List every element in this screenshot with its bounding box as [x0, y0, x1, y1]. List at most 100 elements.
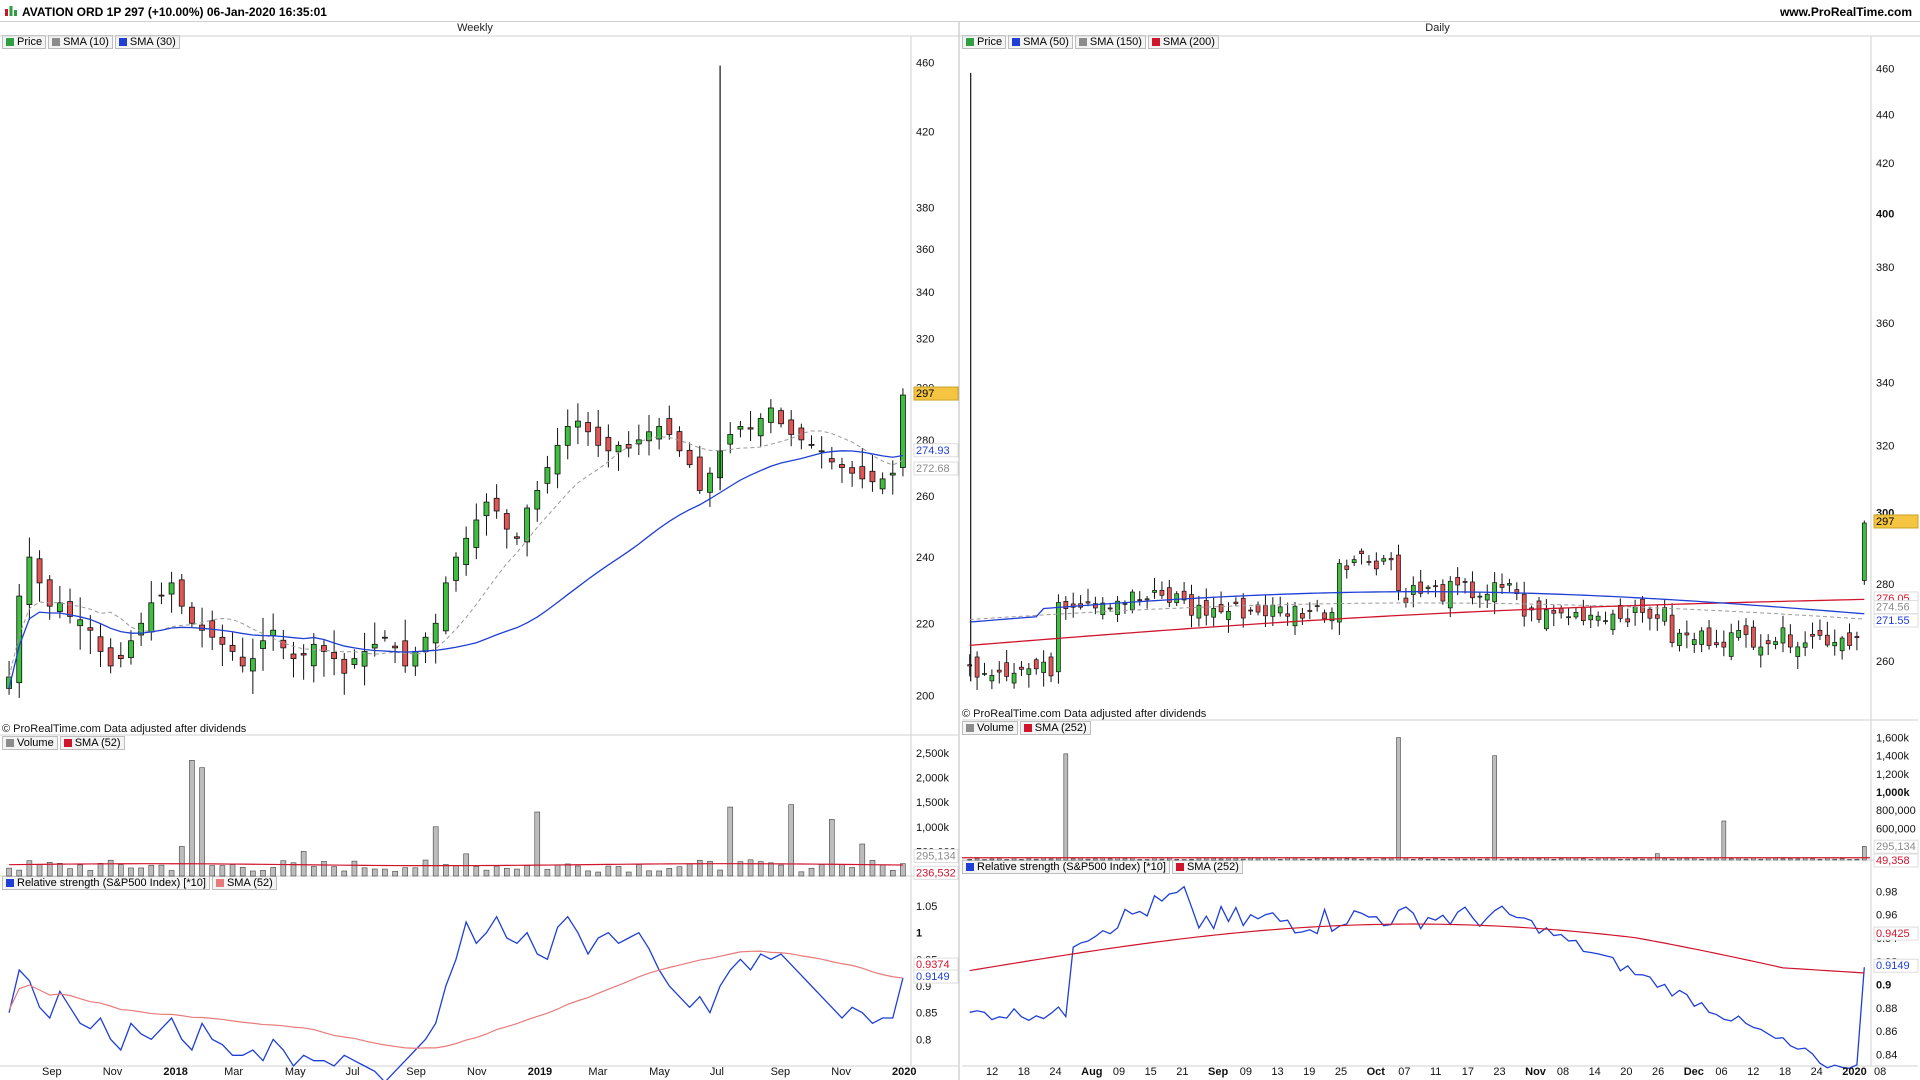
daily-candle[interactable]	[1248, 609, 1253, 612]
daily-price-legend[interactable]: Price SMA (50) SMA (150) SMA (200)	[962, 35, 1219, 49]
daily-candle[interactable]	[1056, 602, 1061, 673]
daily-candle[interactable]	[1122, 603, 1128, 605]
weekly-candle[interactable]	[219, 636, 226, 645]
weekly-candle[interactable]	[493, 497, 500, 512]
daily-candle[interactable]	[1233, 601, 1239, 604]
weekly-candle[interactable]	[178, 579, 185, 607]
daily-candle[interactable]	[1277, 606, 1283, 614]
weekly-candle[interactable]	[310, 643, 317, 667]
weekly-candle[interactable]	[361, 651, 368, 667]
weekly-candle[interactable]	[331, 651, 338, 660]
daily-candle[interactable]	[1536, 600, 1542, 620]
daily-candle[interactable]	[1558, 608, 1564, 614]
daily-candle[interactable]	[1462, 581, 1468, 583]
daily-candle[interactable]	[1706, 627, 1712, 646]
weekly-candle[interactable]	[290, 653, 297, 660]
daily-candle[interactable]	[1085, 601, 1091, 604]
weekly-price-legend-item[interactable]: Price	[2, 35, 47, 49]
daily-candle[interactable]	[1130, 591, 1135, 610]
daily-candle[interactable]	[1159, 590, 1165, 596]
weekly-candle[interactable]	[828, 458, 835, 463]
daily-candle[interactable]	[1048, 656, 1054, 677]
weekly-candle[interactable]	[381, 636, 388, 639]
daily-candle[interactable]	[1373, 560, 1379, 570]
daily-candle[interactable]	[1344, 565, 1350, 570]
daily-candle[interactable]	[1425, 586, 1431, 589]
daily-candle[interactable]	[1041, 661, 1046, 673]
daily-candle[interactable]	[1011, 672, 1017, 684]
weekly-candle[interactable]	[321, 645, 327, 652]
daily-candle[interactable]	[1152, 590, 1157, 593]
weekly-candle[interactable]	[757, 418, 764, 437]
daily-volume-legend-item[interactable]: SMA (252)	[1019, 721, 1091, 735]
daily-candle[interactable]	[1307, 610, 1313, 612]
weekly-candle[interactable]	[635, 439, 642, 445]
weekly-candle[interactable]	[168, 582, 175, 595]
weekly-candle[interactable]	[900, 394, 906, 468]
weekly-candle[interactable]	[798, 427, 805, 441]
weekly-candle[interactable]	[138, 622, 145, 636]
daily-candle[interactable]	[1019, 666, 1024, 670]
daily-candle[interactable]	[1300, 613, 1305, 619]
daily-candle[interactable]	[1669, 614, 1675, 643]
weekly-candle[interactable]	[747, 427, 754, 430]
weekly-candle[interactable]	[341, 658, 348, 674]
daily-candle[interactable]	[1632, 606, 1638, 613]
daily-candle[interactable]	[1292, 605, 1298, 627]
daily-candle[interactable]	[1189, 594, 1194, 616]
daily-candle[interactable]	[1137, 599, 1143, 602]
weekly-candle[interactable]	[280, 639, 287, 649]
weekly-candle[interactable]	[889, 472, 896, 476]
daily-rs-legend-item[interactable]: SMA (252)	[1171, 860, 1243, 874]
daily-candle[interactable]	[1743, 625, 1749, 635]
daily-candle[interactable]	[1100, 602, 1106, 616]
daily-candle[interactable]	[1285, 613, 1290, 617]
weekly-candle[interactable]	[463, 537, 470, 565]
daily-candle[interactable]	[1240, 597, 1246, 619]
daily-candle[interactable]	[1107, 607, 1113, 610]
daily-candle[interactable]	[1551, 610, 1557, 614]
weekly-candle[interactable]	[46, 579, 53, 607]
daily-candle[interactable]	[1440, 584, 1446, 602]
daily-candle[interactable]	[1410, 584, 1416, 595]
daily-candle[interactable]	[1507, 583, 1512, 586]
daily-candle[interactable]	[1795, 646, 1801, 657]
weekly-candle[interactable]	[300, 653, 307, 656]
daily-candle[interactable]	[1166, 587, 1172, 603]
weekly-candle[interactable]	[879, 478, 886, 490]
daily-candle[interactable]	[1063, 601, 1069, 610]
weekly-candle[interactable]	[788, 419, 795, 435]
weekly-candle[interactable]	[148, 602, 155, 633]
weekly-candle[interactable]	[97, 636, 104, 652]
daily-candle[interactable]	[1359, 550, 1364, 555]
daily-candle[interactable]	[1203, 600, 1209, 616]
daily-candle[interactable]	[1691, 639, 1697, 645]
weekly-candle[interactable]	[839, 464, 845, 468]
daily-candle[interactable]	[1447, 580, 1453, 609]
daily-candle[interactable]	[1625, 618, 1631, 623]
site-link[interactable]: www.ProRealTime.com	[1779, 5, 1912, 19]
weekly-candle[interactable]	[453, 556, 459, 581]
weekly-candle[interactable]	[818, 450, 825, 453]
weekly-candle[interactable]	[77, 619, 84, 627]
weekly-candle[interactable]	[544, 467, 551, 484]
daily-volume-legend[interactable]: Volume SMA (252)	[962, 721, 1091, 735]
daily-candle[interactable]	[1566, 616, 1571, 619]
daily-candle[interactable]	[1817, 629, 1823, 636]
daily-candle[interactable]	[1588, 614, 1594, 621]
weekly-candle[interactable]	[270, 629, 277, 636]
weekly-candle[interactable]	[422, 636, 429, 653]
weekly-candle[interactable]	[737, 426, 744, 430]
daily-candle[interactable]	[1196, 604, 1202, 619]
weekly-candle[interactable]	[260, 640, 266, 649]
daily-candle[interactable]	[1802, 642, 1808, 648]
daily-rs-legend[interactable]: Relative strength (S&P500 Index) [*10] SM…	[962, 860, 1243, 874]
weekly-candle[interactable]	[128, 640, 134, 659]
weekly-candle[interactable]	[107, 647, 114, 667]
weekly-candle[interactable]	[56, 602, 63, 612]
weekly-candle[interactable]	[778, 410, 784, 425]
weekly-candle[interactable]	[869, 470, 876, 483]
daily-candle[interactable]	[1765, 640, 1771, 645]
daily-candle[interactable]	[1115, 600, 1120, 615]
daily-candle[interactable]	[1418, 581, 1424, 594]
